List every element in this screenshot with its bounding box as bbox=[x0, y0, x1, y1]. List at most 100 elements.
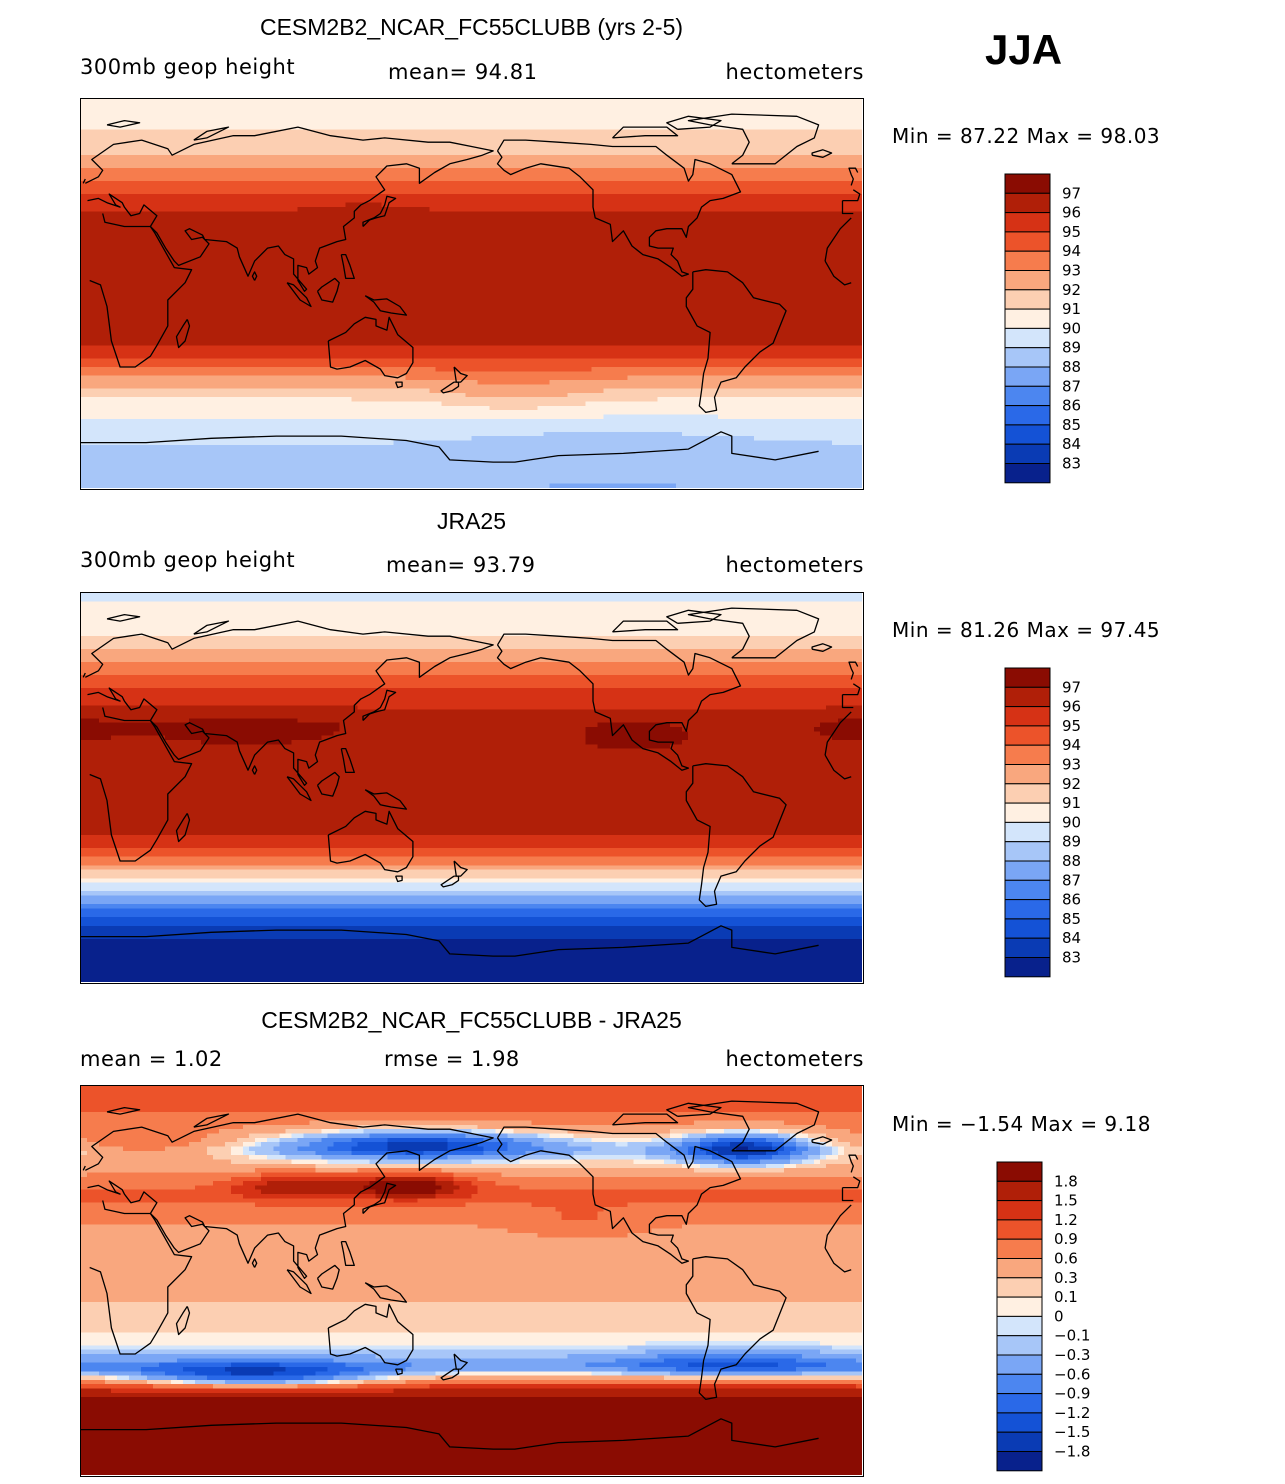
colorbar-tick-label: 0.3 bbox=[1054, 1269, 1078, 1287]
colorbar-box bbox=[1004, 173, 1051, 194]
colorbar-box bbox=[996, 1161, 1043, 1182]
rmse-label: rmse = 1.98 bbox=[384, 1047, 520, 1071]
colorbar-box bbox=[1004, 385, 1051, 407]
colorbar-tick-label: 1.2 bbox=[1054, 1211, 1078, 1229]
colorbar-box bbox=[1004, 860, 1051, 881]
colorbar-box bbox=[1004, 463, 1051, 484]
colorbar-box bbox=[996, 1258, 1043, 1279]
colorbar-box bbox=[996, 1200, 1043, 1221]
colorbar-tick-label: 91 bbox=[1062, 794, 1081, 812]
contour-field bbox=[81, 1086, 862, 1475]
map-plot bbox=[80, 592, 864, 984]
colorbar-box bbox=[996, 1335, 1043, 1356]
colorbar-box bbox=[1004, 879, 1051, 901]
colorbar-tick-label: 1.5 bbox=[1054, 1192, 1078, 1210]
colorbar-tick-label: 96 bbox=[1062, 204, 1081, 222]
colorbar-box bbox=[1004, 289, 1051, 310]
colorbar-tick-label: 0.9 bbox=[1054, 1230, 1078, 1248]
colorbar-tick-label: 86 bbox=[1062, 397, 1081, 415]
colorbar-tick-label: 92 bbox=[1062, 281, 1081, 299]
colorbar-tick-label: 83 bbox=[1062, 455, 1081, 473]
colorbar-box bbox=[996, 1238, 1043, 1259]
colorbar-tick-label: 85 bbox=[1062, 910, 1081, 928]
mean-label: mean= 94.81 bbox=[388, 60, 538, 84]
colorbar-box bbox=[1004, 725, 1051, 746]
colorbar-tick-label: 89 bbox=[1062, 833, 1081, 851]
contour-field bbox=[81, 593, 862, 982]
colorbar-box bbox=[1004, 841, 1051, 862]
colorbar-box bbox=[1004, 744, 1051, 765]
colorbar-tick-label: 1.8 bbox=[1054, 1172, 1078, 1190]
colorbar-box bbox=[1004, 231, 1051, 252]
colorbar-box bbox=[996, 1296, 1043, 1317]
colorbar-box bbox=[1004, 212, 1051, 233]
colorbar-box bbox=[1004, 192, 1051, 214]
colorbar-tick-label: 84 bbox=[1062, 929, 1081, 947]
colorbar: 1.8 1.5 1.2 0.9 0.6 0.3 0.1 0 −0.1 −0.3 −0.6 −0.9 −1… bbox=[996, 1161, 1127, 1472]
colorbar-tick-label: 93 bbox=[1062, 262, 1081, 280]
panel-title: CESM2B2_NCAR_FC55CLUBB - JRA25 bbox=[261, 1007, 682, 1033]
colorbar: 97 96 95 94 93 92 91 90 89 88 87 86 85 84 83 bbox=[1004, 173, 1125, 484]
colorbar-tick-label: 92 bbox=[1062, 775, 1081, 793]
colorbar-box bbox=[1004, 424, 1051, 445]
mean-label: mean = 1.02 bbox=[80, 1047, 223, 1071]
panel-title: CESM2B2_NCAR_FC55CLUBB (yrs 2-5) bbox=[259, 14, 684, 40]
min-max-label: Min = 81.26 Max = 97.45 bbox=[892, 618, 1161, 642]
mean-label: mean= 93.79 bbox=[386, 553, 536, 577]
colorbar-box bbox=[1004, 764, 1051, 785]
colorbar-tick-label: 94 bbox=[1062, 736, 1081, 754]
colorbar-box bbox=[996, 1451, 1043, 1472]
colorbar-box bbox=[996, 1431, 1043, 1453]
colorbar-box bbox=[1004, 327, 1051, 349]
colorbar-box bbox=[1004, 308, 1051, 329]
colorbar-box bbox=[1004, 802, 1051, 823]
colorbar-box bbox=[1004, 250, 1051, 271]
colorbar-tick-label: −0.3 bbox=[1054, 1346, 1090, 1364]
units-label: hectometers bbox=[725, 553, 864, 577]
colorbar-box bbox=[1004, 366, 1051, 387]
colorbar-tick-label: −0.9 bbox=[1054, 1385, 1090, 1403]
colorbar-box bbox=[996, 1219, 1043, 1240]
colorbar-tick-label: 94 bbox=[1062, 242, 1081, 260]
colorbar-tick-label: −1.8 bbox=[1054, 1443, 1090, 1461]
colorbar-tick-label: 90 bbox=[1062, 319, 1081, 337]
units-label: hectometers bbox=[725, 1047, 864, 1071]
colorbar-tick-label: 91 bbox=[1062, 300, 1081, 318]
colorbar-box bbox=[996, 1354, 1043, 1375]
variable-label: 300mb geop height bbox=[80, 55, 296, 79]
colorbar-box bbox=[1004, 918, 1051, 939]
colorbar-tick-label: 95 bbox=[1062, 717, 1081, 735]
colorbar-box bbox=[996, 1315, 1043, 1337]
colorbar-box bbox=[996, 1277, 1043, 1298]
colorbar-box bbox=[1004, 686, 1051, 708]
min-max-label: Min = 87.22 Max = 98.03 bbox=[892, 124, 1161, 148]
colorbar-tick-label: 0.1 bbox=[1054, 1288, 1078, 1306]
colorbar-tick-label: 89 bbox=[1062, 339, 1081, 357]
colorbar-tick-label: 97 bbox=[1062, 184, 1081, 202]
panel-title: JRA25 bbox=[436, 508, 507, 534]
coastlines bbox=[81, 113, 861, 463]
colorbar-tick-label: 0.6 bbox=[1054, 1250, 1078, 1268]
colorbar-tick-label: 83 bbox=[1062, 949, 1081, 967]
colorbar-tick-label: 93 bbox=[1062, 756, 1081, 774]
colorbar-box bbox=[1004, 667, 1051, 688]
coastlines bbox=[81, 607, 861, 957]
colorbar-box bbox=[1004, 706, 1051, 727]
colorbar-tick-label: 85 bbox=[1062, 416, 1081, 434]
contour-cells bbox=[81, 1086, 862, 1475]
min-max-label: Min = −1.54 Max = 9.18 bbox=[892, 1112, 1151, 1136]
colorbar-tick-label: −0.6 bbox=[1054, 1365, 1090, 1383]
contour-cells bbox=[81, 593, 862, 982]
colorbar-box bbox=[1004, 937, 1051, 959]
colorbar-tick-label: 0 bbox=[1054, 1307, 1064, 1325]
colorbar-tick-label: 97 bbox=[1062, 678, 1081, 696]
colorbar-tick-label: −1.5 bbox=[1054, 1423, 1090, 1441]
colorbar-box bbox=[1004, 347, 1051, 368]
colorbar-tick-label: −0.1 bbox=[1054, 1327, 1090, 1345]
colorbar: 97 96 95 94 93 92 91 90 89 88 87 86 85 84 83 bbox=[1004, 667, 1125, 978]
colorbar-box bbox=[1004, 443, 1051, 465]
colorbar-box bbox=[1004, 405, 1051, 426]
contour-cells bbox=[81, 99, 862, 488]
colorbar-tick-label: 88 bbox=[1062, 358, 1081, 376]
colorbar-tick-label: 87 bbox=[1062, 871, 1081, 889]
